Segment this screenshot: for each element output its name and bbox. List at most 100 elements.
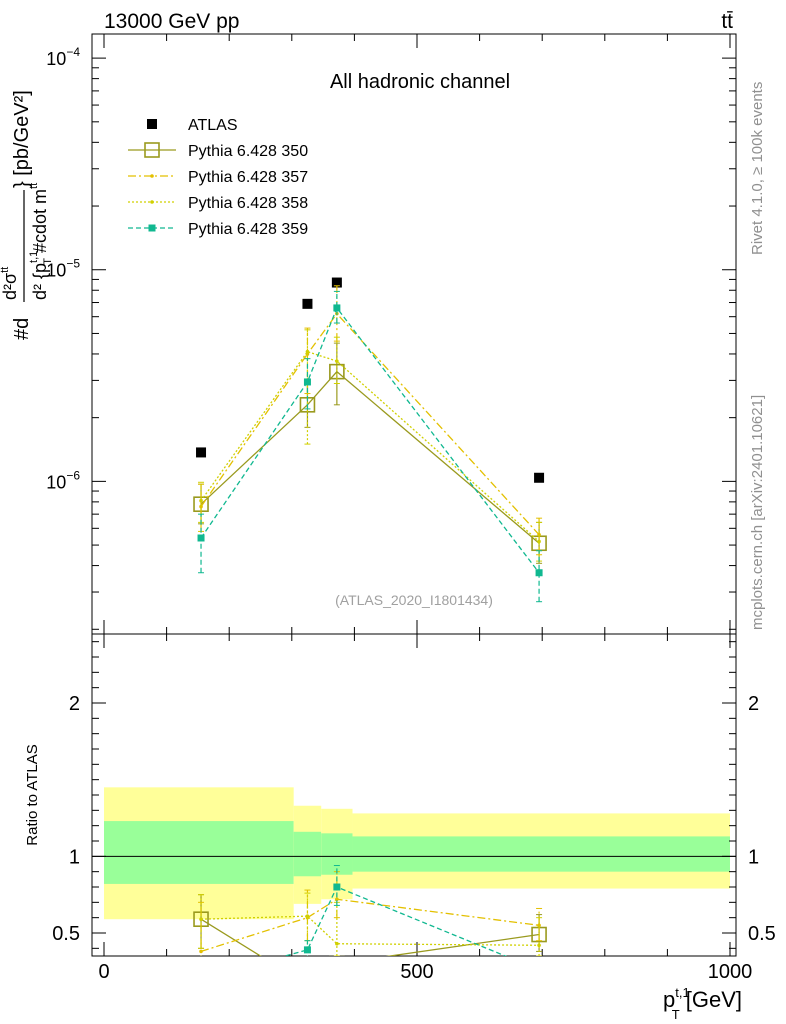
legend-marker-p357 bbox=[150, 174, 154, 178]
svg-text:#d: #d bbox=[11, 318, 33, 340]
data-point-p359 bbox=[333, 304, 341, 312]
legend-label-atlas: ATLAS bbox=[188, 117, 238, 134]
data-point-p359 bbox=[303, 378, 311, 386]
series-p359 bbox=[198, 865, 543, 983]
x-axis-label: pt,1 T [GeV] bbox=[663, 985, 742, 1022]
legend-marker-p359 bbox=[148, 224, 156, 232]
data-point-p358 bbox=[305, 349, 310, 354]
series-line-p350 bbox=[200, 370, 540, 544]
data-point-p350 bbox=[300, 978, 314, 992]
series-p357 bbox=[198, 285, 543, 556]
legend-marker-atlas bbox=[147, 119, 157, 129]
data-point-p359 bbox=[198, 976, 205, 983]
ratio-band-inner bbox=[321, 833, 353, 875]
series-p350 bbox=[193, 342, 547, 564]
y-label-denominator-sub: T bbox=[42, 258, 54, 265]
legend-label-p357: Pythia 6.428 357 bbox=[188, 169, 308, 186]
data-point-p359 bbox=[333, 883, 341, 891]
ratio-band-inner bbox=[104, 821, 294, 884]
y-label-denominator-sup: t,1 bbox=[28, 251, 40, 263]
series-line-p357 bbox=[200, 898, 540, 953]
series-line-p358 bbox=[200, 350, 540, 542]
ratio-y-axis-label: Ratio to ATLAS bbox=[24, 744, 41, 845]
energy-label: 13000 GeV pp bbox=[104, 10, 239, 33]
series-line-p359 bbox=[282, 886, 508, 956]
mcplots-site-label: mcplots.cern.ch [arXiv:2401.10621] bbox=[749, 395, 766, 630]
data-point-p358 bbox=[305, 914, 310, 918]
y-tick-label: 10−4 bbox=[46, 45, 80, 69]
data-point-p358 bbox=[537, 539, 541, 544]
legend-label-p359: Pythia 6.428 359 bbox=[188, 221, 308, 238]
data-point-p357 bbox=[199, 504, 203, 509]
data-point-p359 bbox=[535, 569, 543, 577]
data-point-p359 bbox=[303, 946, 311, 954]
ratio-y-tick-label: 0.5 bbox=[52, 923, 80, 945]
data-point-p359 bbox=[197, 534, 205, 542]
process-label: tt̄ bbox=[721, 10, 733, 33]
data-point-p357 bbox=[537, 532, 541, 537]
data-point-p357 bbox=[537, 923, 541, 928]
svg-text:d² {pt,1T #cdot mtt: d² {pt,1 T #cdot mtt bbox=[28, 183, 54, 300]
legend-marker-p350 bbox=[144, 142, 160, 158]
series-p358 bbox=[198, 329, 543, 562]
y-label-unit: [pb/GeV²] bbox=[11, 90, 33, 176]
y-label-numerator-sup: tt bbox=[0, 267, 11, 273]
series-line-p358 bbox=[201, 915, 540, 946]
main-y-axis-label: #d d²σtt d² {pt,1 T #cdot mtt } [pb/GeV²] bbox=[0, 90, 54, 340]
x-label-sub: T bbox=[672, 1007, 680, 1022]
series-p359 bbox=[197, 290, 543, 603]
y-tick-label: 10−5 bbox=[46, 257, 80, 281]
data-point-atlas bbox=[534, 472, 545, 483]
data-point-atlas bbox=[302, 298, 313, 309]
ratio-y-tick-label-right: 0.5 bbox=[748, 923, 776, 945]
data-point-p358 bbox=[335, 941, 339, 946]
x-tick-label: 0 bbox=[98, 961, 109, 983]
ratio-y-tick-label-right: 1 bbox=[748, 846, 759, 868]
legend-item-atlas: ATLAS bbox=[147, 117, 238, 134]
ratio-band-inner bbox=[352, 836, 730, 872]
svg-text:} [pb/GeV²]: } [pb/GeV²] bbox=[11, 90, 33, 188]
y-tick-label: 10−6 bbox=[46, 468, 80, 492]
legend-marker-p358 bbox=[150, 200, 154, 204]
legend-label-p358: Pythia 6.428 358 bbox=[188, 195, 308, 212]
series-line-p359 bbox=[200, 306, 540, 574]
data-point-p358 bbox=[199, 917, 203, 921]
series-atlas bbox=[196, 277, 545, 483]
x-label-sup: t,1 bbox=[675, 985, 689, 1000]
data-point-p358 bbox=[335, 359, 339, 363]
x-label-unit: [GeV] bbox=[680, 987, 742, 1012]
chart-title: All hadronic channel bbox=[330, 71, 510, 93]
x-tick-label: 500 bbox=[400, 961, 433, 983]
legend-item-p350: Pythia 6.428 350 bbox=[128, 142, 308, 160]
y-label-numerator: d²σ bbox=[0, 273, 20, 300]
series-line-p350 bbox=[200, 918, 540, 956]
analysis-watermark: (ATLAS_2020_I1801434) bbox=[335, 592, 493, 608]
x-label-base: p bbox=[663, 987, 675, 1012]
data-point-p350 bbox=[329, 955, 345, 956]
legend-item-p359: Pythia 6.428 359 bbox=[128, 221, 308, 238]
ratio-band-inner bbox=[293, 831, 322, 877]
legend-item-p357: Pythia 6.428 357 bbox=[128, 169, 308, 186]
rivet-version-label: Rivet 4.1.0, ≥ 100k events bbox=[749, 82, 766, 255]
ratio-y-tick-label: 1 bbox=[69, 846, 80, 868]
y-label-denominator-sup2: tt bbox=[28, 183, 40, 189]
series-line-p357 bbox=[200, 312, 540, 536]
legend-label-p350: Pythia 6.428 350 bbox=[188, 143, 308, 160]
data-point-p357 bbox=[199, 949, 203, 954]
data-point-p359 bbox=[536, 966, 543, 973]
x-tick-label: 1000 bbox=[708, 961, 753, 983]
y-label-denominator: d² {p bbox=[30, 263, 50, 300]
ratio-y-tick-label-right: 2 bbox=[748, 693, 759, 715]
y-label-close: } bbox=[11, 181, 33, 188]
data-point-atlas bbox=[196, 447, 207, 458]
data-point-p358 bbox=[199, 498, 203, 503]
y-label-prefix: #d bbox=[11, 318, 33, 340]
data-point-p357 bbox=[335, 897, 339, 902]
ratio-y-tick-label: 2 bbox=[69, 693, 80, 715]
legend-item-p358: Pythia 6.428 358 bbox=[128, 195, 308, 212]
data-point-p358 bbox=[537, 943, 541, 948]
data-point-atlas bbox=[331, 277, 342, 288]
svg-text:d²σtt: d²σtt bbox=[0, 267, 20, 300]
y-label-denominator-rest: #cdot m bbox=[30, 189, 50, 258]
